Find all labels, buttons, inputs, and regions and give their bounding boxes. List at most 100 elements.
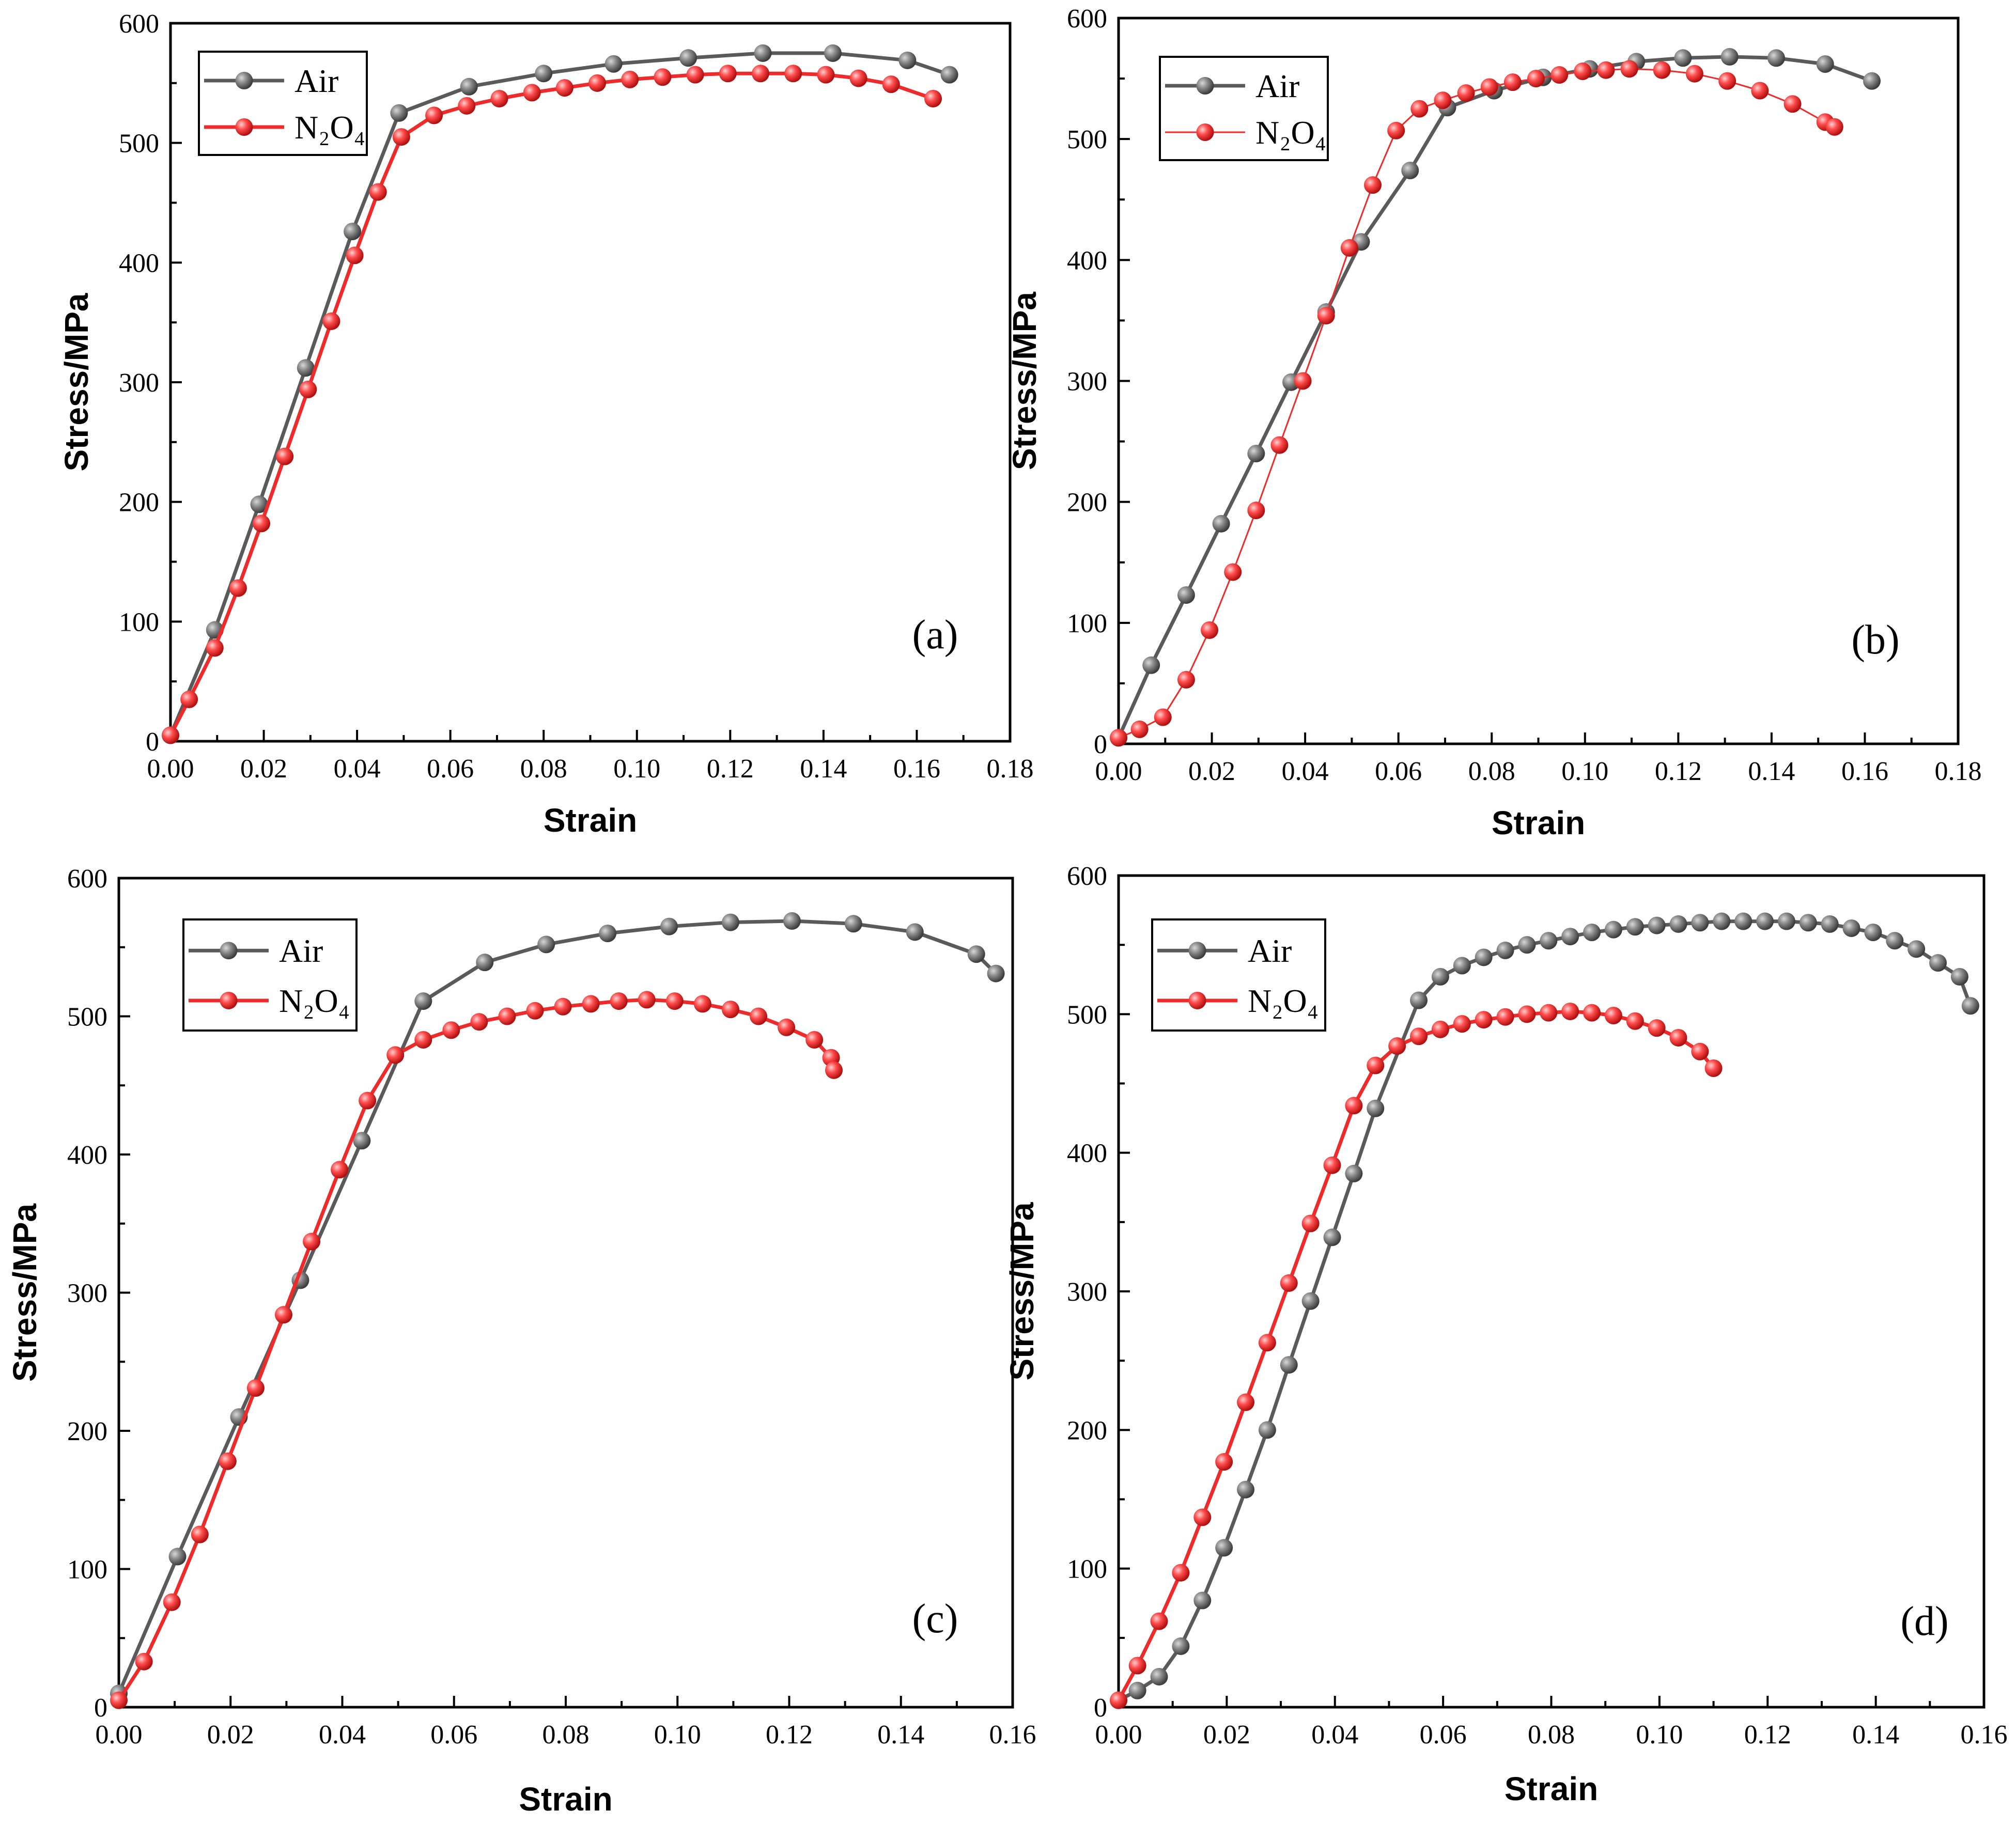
data-point-n2o4 [322,312,340,330]
y-axis-title: Stress/MPa [6,1204,43,1382]
legend: Air N₂O₄ [1151,918,1326,1032]
data-point-n2o4 [1110,1691,1127,1709]
data-point-air [1323,1228,1341,1246]
data-point-air [414,992,432,1010]
legend-label-n2o4: N₂O₄ [1248,982,1319,1019]
data-point-n2o4 [253,514,271,533]
data-point-air [940,66,958,84]
data-point-n2o4 [498,1007,516,1025]
x-tick-label: 0.10 [613,754,660,784]
data-point-n2o4 [1784,95,1802,113]
data-point-air [1604,920,1622,939]
legend-box [1159,56,1329,161]
data-point-n2o4 [219,1452,237,1470]
data-point-n2o4 [1480,78,1498,96]
legend-label-air: Air [1248,932,1292,969]
legend: Air N₂O₄ [1159,56,1329,161]
data-point-n2o4 [1301,1214,1320,1232]
data-point-n2o4 [1475,1011,1493,1029]
data-point-n2o4 [359,1091,377,1110]
data-point-n2o4 [1323,1156,1341,1174]
data-point-air [754,44,772,62]
y-tick-label: 300 [67,1279,107,1308]
data-point-n2o4 [610,992,628,1010]
data-point-n2o4 [206,639,224,657]
data-point-n2o4 [752,65,770,83]
y-axis-title: Stress/MPa [58,293,95,471]
data-point-n2o4 [369,183,387,201]
data-point-n2o4 [1550,66,1569,84]
x-tick-label: 0.12 [766,1720,813,1750]
data-point-air [1247,445,1265,462]
data-point-air [1561,928,1579,946]
data-point-n2o4 [805,1031,824,1049]
data-point-n2o4 [1388,1037,1406,1055]
legend-label-air: Air [294,63,338,99]
data-point-n2o4 [1177,670,1195,689]
y-tick-label: 500 [119,129,159,159]
data-point-n2o4 [442,1021,460,1039]
data-point-n2o4 [163,1593,181,1611]
data-point-air [1401,162,1419,180]
data-point-n2o4 [414,1031,432,1049]
x-tick-label: 0.06 [1420,1720,1467,1750]
data-point-air [1345,1164,1363,1182]
x-tick-label: 0.06 [430,1720,477,1750]
data-point-air [1713,912,1731,930]
data-point-n2o4 [299,380,317,398]
data-point-n2o4 [1367,1056,1385,1074]
data-point-n2o4 [1669,1028,1687,1047]
x-tick-label: 0.16 [989,1720,1036,1750]
data-point-n2o4 [693,995,711,1013]
data-point-air [1172,1637,1190,1655]
x-tick-label: 0.18 [987,754,1034,784]
legend-marker-air [1196,77,1214,95]
data-point-air [460,77,478,96]
x-tick-label: 0.10 [1561,757,1608,786]
y-tick-label: 100 [1067,609,1107,638]
data-point-n2o4 [425,106,443,124]
data-point-air [1258,1421,1276,1439]
x-tick-label: 0.10 [654,1720,701,1750]
data-point-n2o4 [1653,61,1671,79]
data-point-n2o4 [554,997,572,1016]
y-tick-label: 300 [1067,367,1107,397]
data-point-n2o4 [523,84,541,102]
data-point-n2o4 [191,1525,209,1543]
data-point-n2o4 [719,65,737,83]
data-point-n2o4 [1193,1508,1212,1526]
data-point-air [1908,940,1926,958]
panel-label: (b) [1851,617,1899,663]
data-point-n2o4 [386,1046,405,1064]
data-point-n2o4 [162,726,179,744]
data-point-air [1540,932,1558,950]
data-point-air [906,923,924,941]
y-axis-title: Stress/MPa [1003,1202,1041,1380]
data-point-n2o4 [778,1018,796,1036]
data-point-n2o4 [817,66,835,84]
data-point-air [344,223,362,241]
data-point-air [783,912,801,930]
y-tick-label: 200 [67,1417,107,1446]
legend-marker-n2o4 [235,118,253,136]
x-tick-label: 0.16 [893,754,940,784]
data-point-air [660,917,678,935]
data-point-air [679,49,697,67]
x-tick-label: 0.04 [1282,757,1329,786]
data-point-n2o4 [1620,60,1638,78]
data-point-n2o4 [1604,1007,1622,1025]
data-point-n2o4 [1345,1097,1363,1115]
y-tick-label: 600 [1067,862,1107,891]
x-tick-label: 0.12 [707,754,754,784]
data-point-air [1648,916,1666,934]
data-point-n2o4 [1540,1004,1558,1022]
x-tick-label: 0.08 [520,754,567,784]
data-point-air [1961,997,1979,1015]
x-tick-label: 0.04 [319,1720,366,1750]
y-tick-label: 600 [67,864,107,894]
y-tick-label: 500 [1067,1000,1107,1029]
x-tick-label: 0.14 [1748,757,1795,786]
data-point-air [1237,1480,1255,1499]
data-point-n2o4 [1128,1657,1146,1675]
y-tick-label: 300 [119,368,159,398]
